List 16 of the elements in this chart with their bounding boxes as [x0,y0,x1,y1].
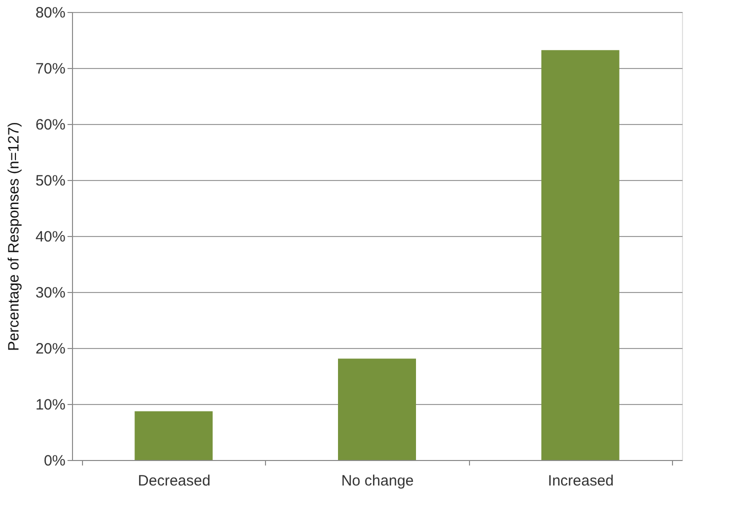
x-tick-label: Increased [548,472,614,490]
y-tick-label: 50% [35,172,66,190]
y-tick-label: 30% [35,284,66,302]
bar [541,50,620,460]
y-tick-label: 40% [35,228,66,246]
x-tick-label: No change [341,472,414,490]
x-tick-label: Decreased [138,472,210,490]
y-tick-label: 20% [35,340,66,358]
bar [134,411,213,460]
y-tick-label: 10% [35,396,66,414]
y-tick-label: 70% [35,60,66,78]
y-axis-title: Percentage of Responses (n=127) [5,122,22,351]
y-tick-label: 0% [44,452,66,470]
bar [338,358,416,460]
y-tick-label: 60% [35,116,66,134]
y-tick-label: 80% [35,4,66,22]
